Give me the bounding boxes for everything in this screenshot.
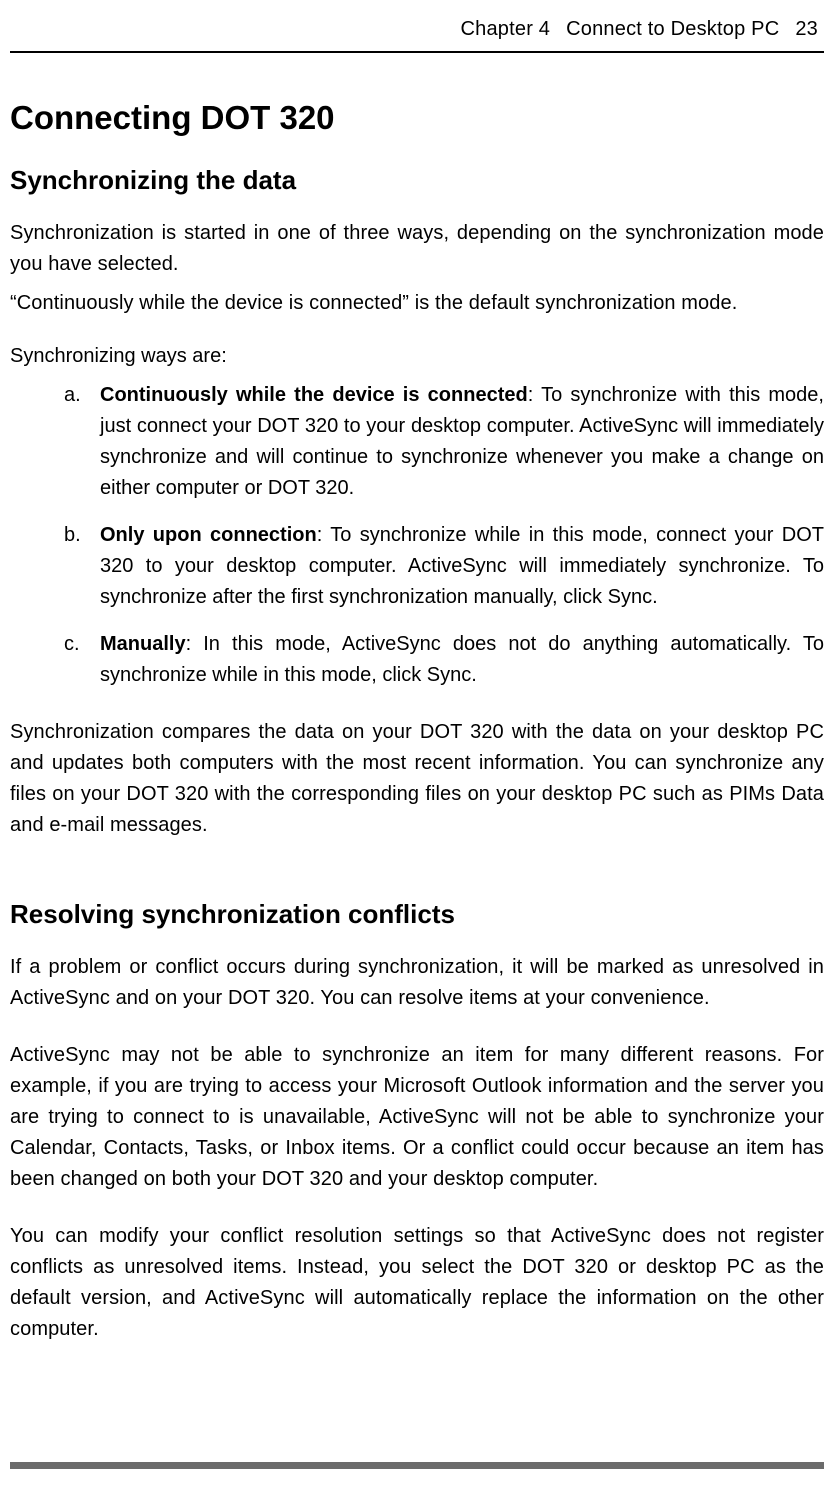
body-paragraph: If a problem or conflict occurs during s…	[10, 952, 824, 1014]
page-title: Connecting DOT 320	[10, 99, 824, 137]
list-item: a. Continuously while the device is conn…	[10, 380, 824, 504]
body-paragraph: Synchronization is started in one of thr…	[10, 218, 824, 280]
running-header: Chapter 4 Connect to Desktop PC 23	[10, 18, 824, 51]
list-text: Only upon connection: To synchronize whi…	[100, 520, 824, 613]
page: Chapter 4 Connect to Desktop PC 23 Conne…	[0, 0, 834, 1485]
chapter-title: Connect to Desktop PC	[566, 18, 779, 41]
list-intro-label: Synchronizing ways are:	[10, 345, 824, 368]
list-marker: b.	[10, 520, 100, 613]
list-text: Continuously while the device is connect…	[100, 380, 824, 504]
body-paragraph: ActiveSync may not be able to synchroniz…	[10, 1040, 824, 1195]
list-text: Manually: In this mode, ActiveSync does …	[100, 629, 824, 691]
list-item: b. Only upon connection: To synchronize …	[10, 520, 824, 613]
page-number: 23	[795, 18, 818, 41]
body-paragraph: You can modify your conflict resolution …	[10, 1221, 824, 1345]
list-marker: a.	[10, 380, 100, 504]
section-heading-conflicts: Resolving synchronization conflicts	[10, 899, 824, 930]
list-item-body: : In this mode, ActiveSync does not do a…	[100, 633, 824, 686]
header-rule	[10, 51, 824, 53]
list-marker: c.	[10, 629, 100, 691]
footer-rule	[10, 1462, 824, 1469]
section-heading-sync: Synchronizing the data	[10, 165, 824, 196]
list-item: c. Manually: In this mode, ActiveSync do…	[10, 629, 824, 691]
chapter-label: Chapter 4	[461, 18, 551, 41]
body-paragraph: Synchronization compares the data on you…	[10, 717, 824, 841]
list-item-title: Only upon connection	[100, 524, 317, 546]
list-item-title: Continuously while the device is connect…	[100, 384, 528, 406]
list-item-title: Manually	[100, 633, 186, 655]
body-paragraph: “Continuously while the device is connec…	[10, 288, 824, 319]
sync-modes-list: a. Continuously while the device is conn…	[10, 380, 824, 691]
